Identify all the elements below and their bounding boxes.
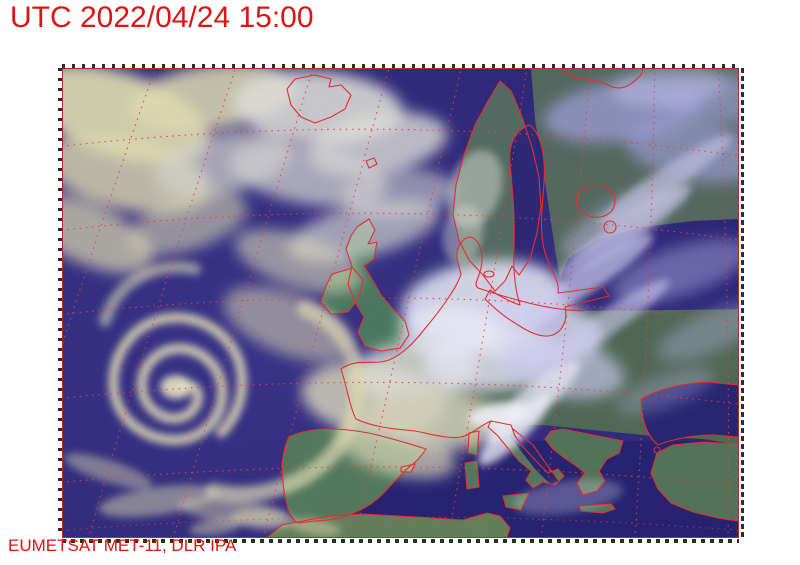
border-ticks-top <box>62 64 739 68</box>
timestamp-title: UTC 2022/04/24 15:00 <box>10 1 314 34</box>
border-ticks-left <box>58 68 62 538</box>
credit-label: EUMETSAT MET-11, DLR IPA <box>8 536 237 555</box>
satellite-image-frame <box>58 64 744 543</box>
border-ticks-bottom <box>62 539 739 543</box>
border-ticks-right <box>741 68 744 538</box>
satellite-map <box>63 69 738 537</box>
image-grain-texture <box>63 69 738 537</box>
